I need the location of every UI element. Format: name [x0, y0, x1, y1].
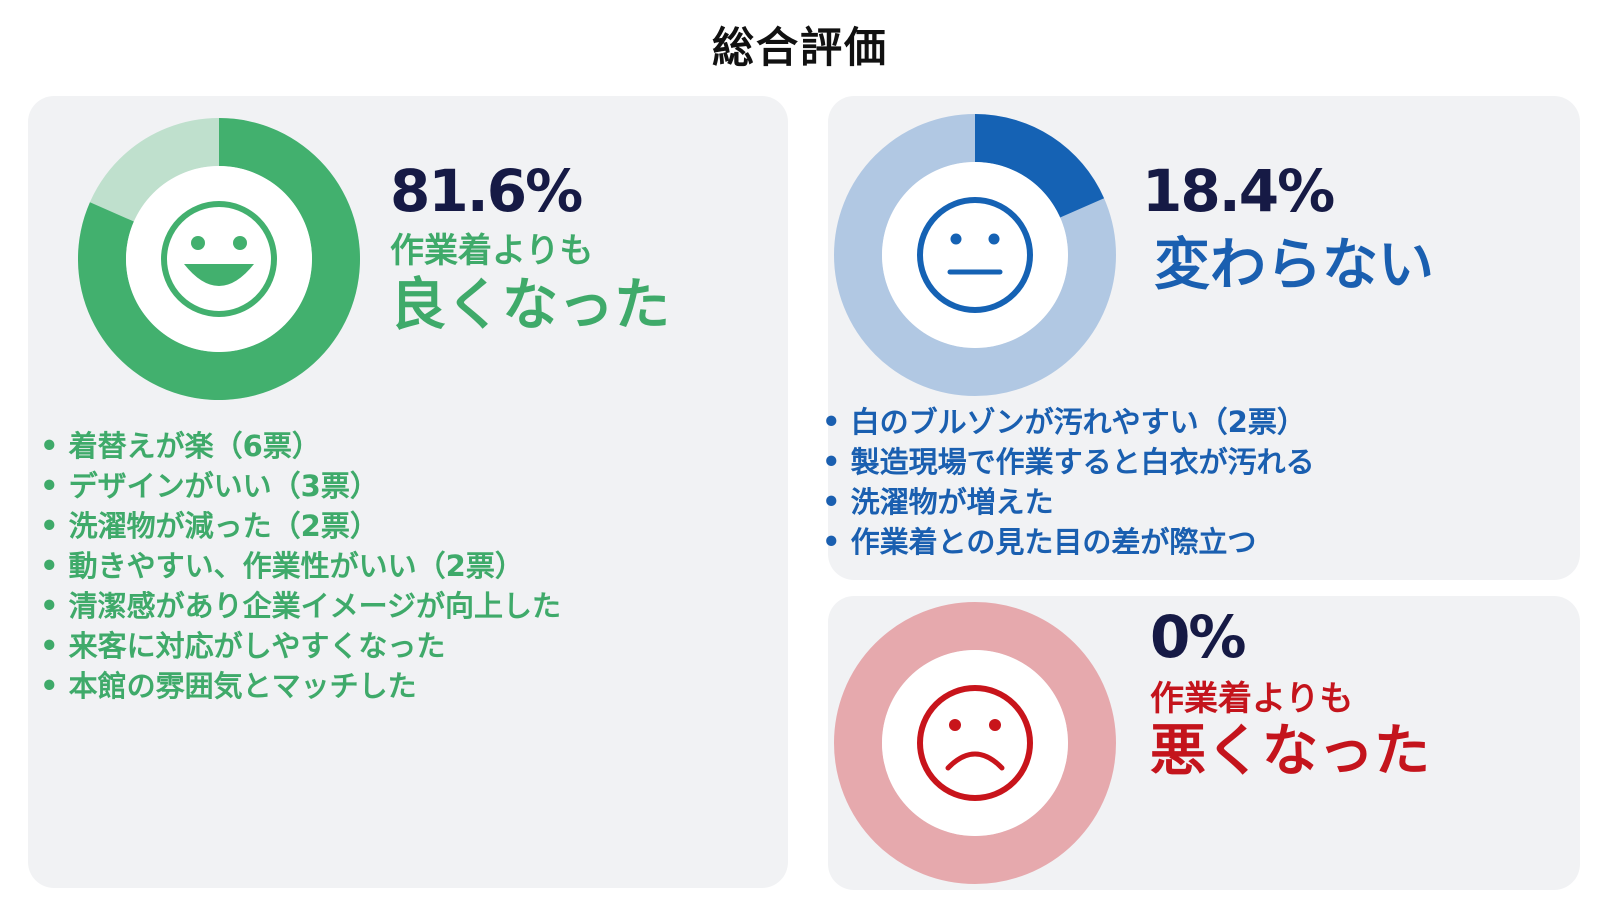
donut-hole [882, 162, 1068, 348]
sad-face-icon [917, 685, 1033, 801]
list-item: 洗濯物が減った（2票） [40, 506, 561, 546]
percent-label: 81.6% [390, 157, 583, 225]
donut-chart-unchanged [834, 114, 1116, 396]
smile-face-icon [161, 201, 277, 317]
list-item: 洗濯物が増えた [822, 482, 1315, 522]
panel-unchanged: 18.4% 変わらない 白のブルゾンが汚れやすい（2票） 製造現場で作業すると白… [828, 96, 1580, 580]
heading-line2: 良くなった [390, 273, 670, 338]
donut-chart-worse [834, 602, 1116, 884]
donut-remainder-segment [834, 602, 1116, 884]
list-item: 動きやすい、作業性がいい（2票） [40, 546, 561, 586]
list-item: 清潔感があり企業イメージが向上した [40, 586, 561, 626]
list-item: デザインがいい（3票） [40, 466, 561, 506]
percent-label: 18.4% [1142, 157, 1335, 225]
percent-label: 0% [1150, 603, 1246, 671]
heading-line1: 作業着よりも [390, 231, 594, 271]
reason-list: 白のブルゾンが汚れやすい（2票） 製造現場で作業すると白衣が汚れる 洗濯物が増え… [822, 402, 1315, 562]
panel-worse: 0% 作業着よりも 悪くなった [828, 596, 1580, 890]
donut-hole [882, 650, 1068, 836]
panel-better: 81.6% 作業着よりも 良くなった 着替えが楽（6票） デザインがいい（3票）… [28, 96, 788, 888]
list-item: 製造現場で作業すると白衣が汚れる [822, 442, 1315, 482]
heading-line2: 変わらない [1154, 233, 1434, 298]
reason-list: 着替えが楽（6票） デザインがいい（3票） 洗濯物が減った（2票） 動きやすい、… [40, 426, 561, 706]
donut-chart-better [77, 118, 360, 400]
page-title: 総合評価 [711, 23, 888, 72]
list-item: 作業着との見た目の差が際立つ [822, 522, 1315, 562]
heading-line1: 作業着よりも [1150, 679, 1354, 719]
list-item: 来客に対応がしやすくなった [40, 626, 561, 666]
list-item: 本館の雰囲気とマッチした [40, 666, 561, 706]
neutral-face-icon [917, 197, 1033, 313]
donut-value-segment [77, 118, 360, 400]
donut-value-segment [975, 114, 1105, 218]
heading-line2: 悪くなった [1150, 719, 1430, 784]
list-item: 白のブルゾンが汚れやすい（2票） [822, 402, 1315, 442]
list-item: 着替えが楽（6票） [40, 426, 561, 466]
donut-hole [126, 166, 312, 352]
